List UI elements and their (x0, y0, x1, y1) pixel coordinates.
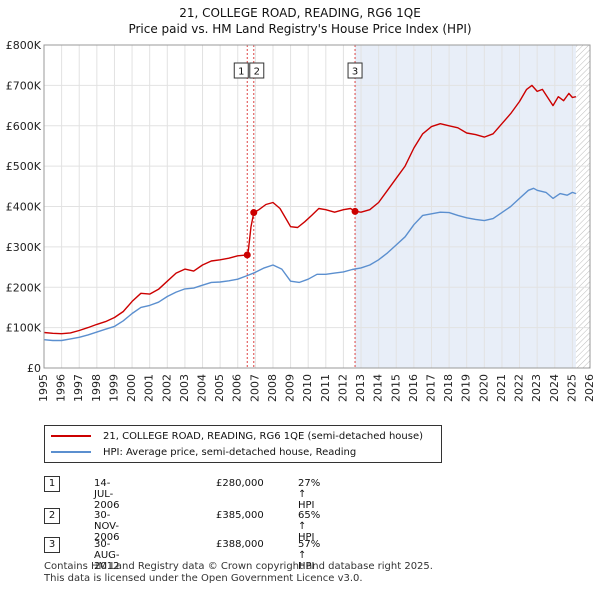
x-tick-label: 2022 (513, 374, 526, 402)
marker-box (249, 62, 265, 79)
legend-label-hpi: HPI: Average price, semi-detached house,… (103, 446, 357, 458)
y-tick-label: £400K (6, 201, 42, 214)
legend-entry-property: 21, COLLEGE ROAD, READING, RG6 1QE (semi… (45, 429, 423, 443)
y-tick-label: £500K (6, 160, 42, 173)
transaction-date: 30-NOV-2006 (94, 510, 120, 543)
y-tick-label: £700K (6, 79, 42, 92)
x-tick-label: 2003 (178, 374, 191, 402)
chart-subtitle: Price paid vs. HM Land Registry's House … (128, 22, 472, 36)
y-tick-label: £0 (27, 362, 41, 375)
x-tick-label: 2017 (424, 374, 437, 402)
transaction-hpi: 27% ↑ HPI (298, 478, 321, 511)
x-tick-label: 2005 (213, 374, 226, 402)
series-line-property (43, 84, 577, 335)
x-tick-label: 2026 (583, 374, 596, 402)
series-line-hpi (43, 187, 577, 342)
x-tick-label: 2015 (389, 374, 402, 402)
x-tick-label: 2024 (548, 374, 561, 402)
legend: 21, COLLEGE ROAD, READING, RG6 1QE (semi… (44, 425, 442, 463)
x-tick-label: 2020 (477, 374, 490, 402)
sale-point (250, 209, 258, 217)
x-tick-label: 2009 (284, 374, 297, 402)
marker-box (233, 62, 249, 79)
x-tick-label: 2014 (372, 374, 385, 402)
x-tick-label: 1998 (90, 374, 103, 402)
y-tick-label: £300K (6, 241, 42, 254)
transaction-hpi: 65% ↑ HPI (298, 510, 321, 543)
x-tick-label: 2007 (248, 374, 261, 402)
x-tick-label: 1997 (72, 374, 85, 402)
y-tick-label: £800K (6, 39, 42, 52)
transaction-hpi: 57% ↑ HPI (298, 539, 321, 572)
transaction-number: 3 (44, 537, 60, 553)
footer-copyright: Contains HM Land Registry data © Crown c… (44, 561, 433, 572)
y-tick-label: £600K (6, 120, 42, 133)
legend-label-property: 21, COLLEGE ROAD, READING, RG6 1QE (semi… (103, 430, 424, 442)
transaction-date: 30-AUG-2012 (94, 539, 120, 572)
marker-box (347, 62, 363, 79)
sale-point (351, 207, 359, 215)
transaction-price: £280,000 (216, 478, 264, 489)
transaction-price: £385,000 (216, 510, 264, 521)
x-tick-label: 1996 (55, 374, 68, 402)
x-tick-label: 2006 (231, 374, 244, 402)
transaction-price: £388,000 (216, 539, 264, 550)
x-tick-label: 2000 (125, 374, 138, 402)
marker-label: 1 (238, 67, 244, 78)
marker-label: 2 (254, 67, 260, 78)
legend-swatch-red (51, 435, 91, 437)
transaction-number: 1 (44, 476, 60, 492)
x-tick-label: 2004 (196, 374, 209, 402)
x-tick-label: 2001 (143, 374, 156, 402)
y-tick-label: £100K (6, 322, 42, 335)
x-tick-label: 2021 (495, 374, 508, 402)
marker-label: 3 (352, 67, 358, 78)
x-tick-label: 2008 (266, 374, 279, 402)
x-tick-label: 2018 (442, 374, 455, 402)
x-tick-label: 2011 (319, 374, 332, 402)
legend-swatch-blue (51, 451, 91, 453)
x-tick-label: 2013 (354, 374, 367, 402)
transaction-number: 2 (44, 508, 60, 524)
x-tick-label: 2025 (565, 374, 578, 402)
footer-licence: This data is licensed under the Open Gov… (44, 573, 363, 584)
x-tick-label: 1995 (37, 374, 50, 402)
x-tick-label: 2012 (336, 374, 349, 402)
x-tick-label: 1999 (107, 374, 120, 402)
x-tick-label: 2010 (301, 374, 314, 402)
chart-title: 21, COLLEGE ROAD, READING, RG6 1QE (179, 6, 421, 20)
y-tick-label: £200K (6, 281, 42, 294)
plot-border (43, 44, 591, 369)
x-tick-label: 2023 (530, 374, 543, 402)
legend-entry-hpi: HPI: Average price, semi-detached house,… (45, 445, 356, 459)
sale-point (243, 251, 251, 259)
transaction-date: 14-JUL-2006 (94, 478, 120, 511)
x-tick-label: 2016 (407, 374, 420, 402)
x-tick-label: 2019 (460, 374, 473, 402)
x-tick-label: 2002 (160, 374, 173, 402)
